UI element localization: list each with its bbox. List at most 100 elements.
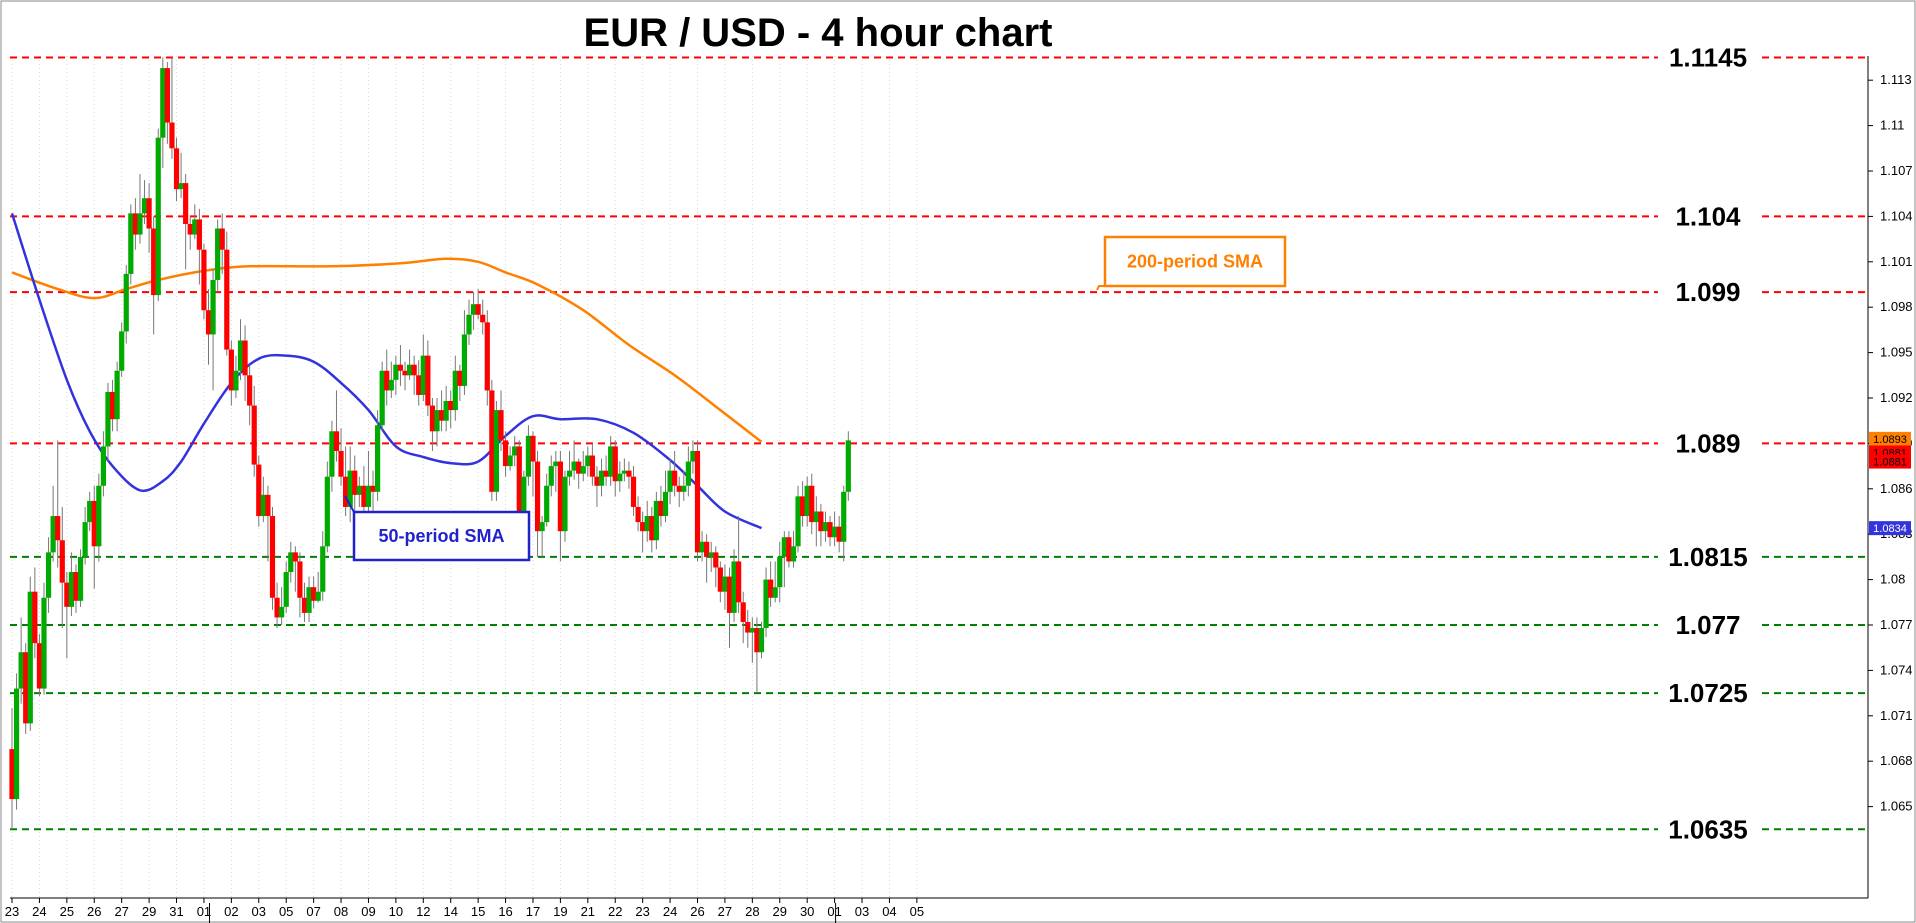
candle-down [480, 299, 486, 335]
candle-up [749, 617, 755, 663]
candle-down [187, 216, 193, 250]
candle-up [758, 621, 765, 659]
candle-up [283, 561, 289, 613]
candle-up [585, 446, 591, 477]
candle-down [786, 531, 792, 568]
candle-up [320, 531, 326, 601]
x-tick-label: 17 [526, 904, 540, 919]
candle-down [438, 390, 445, 432]
candle-body [352, 470, 358, 495]
candle-body [306, 587, 312, 613]
level-label: 1.077 [1675, 610, 1740, 640]
candle-down [311, 576, 317, 609]
candle-down [384, 349, 390, 406]
candle-up [507, 446, 513, 471]
candle-body [210, 279, 216, 335]
candle-body [685, 461, 691, 486]
candle-body [530, 435, 536, 462]
candle-body [183, 183, 189, 224]
y-tick-label: 1.077 [1880, 617, 1913, 632]
x-tick-label: 25 [60, 904, 74, 919]
candle-down [745, 609, 751, 648]
candle-up [260, 476, 266, 523]
candle-up [493, 401, 500, 501]
candle-body [45, 552, 52, 598]
candle-body [662, 491, 669, 517]
candle-body [457, 370, 463, 386]
candle-down [301, 582, 308, 622]
candle-body [722, 576, 728, 592]
candle-up [434, 398, 440, 447]
candle-body [516, 446, 522, 517]
candle-up [105, 382, 111, 462]
candle-down [676, 476, 682, 507]
candle-body [343, 476, 349, 507]
candle-body [749, 628, 755, 633]
candle-body [617, 473, 623, 482]
x-tick-label: 03 [252, 904, 266, 919]
candle-down [242, 325, 248, 402]
candle-up [27, 576, 33, 731]
candle-body [73, 572, 79, 601]
x-tick-label: 23 [5, 904, 19, 919]
candle-body [233, 370, 239, 391]
candle-body [635, 506, 641, 523]
candle-down [256, 455, 262, 527]
candle-body [676, 485, 682, 492]
candle-body [361, 485, 367, 507]
candle-body [768, 579, 774, 598]
candle-up [96, 473, 102, 562]
candle-up [708, 541, 714, 573]
candle-up [466, 299, 472, 346]
price-tag-bg [1869, 431, 1911, 446]
level-label-bg [1658, 276, 1758, 309]
candle-body [100, 446, 106, 486]
candle-body [589, 455, 595, 477]
candle-down [429, 398, 436, 451]
price-tag-label: 1.0893 [1873, 434, 1907, 446]
candle-body [123, 273, 129, 332]
candle-body [169, 122, 175, 149]
level-label: 1.0635 [1668, 814, 1748, 844]
candle-up [178, 152, 184, 199]
candle-body [132, 213, 138, 235]
candle-up [114, 361, 120, 432]
candle-body [178, 183, 184, 190]
candle-body [416, 375, 422, 395]
candle-body [594, 476, 600, 486]
candle-up [365, 450, 372, 512]
candle-body [726, 576, 733, 613]
candle-body [608, 446, 614, 477]
x-tick-label: 05 [279, 904, 293, 919]
candle-body [708, 552, 714, 557]
candle-up [470, 292, 477, 330]
candle-body [41, 597, 47, 689]
candle-down [425, 340, 431, 417]
candle-up [553, 450, 559, 492]
candle-down [224, 231, 230, 356]
x-tick-label: 29 [773, 904, 787, 919]
candle-body [566, 470, 573, 477]
candle-body [205, 310, 212, 335]
candle-down [352, 455, 358, 512]
candle-body [36, 643, 43, 689]
candle-down [228, 340, 234, 406]
candle-up [544, 473, 550, 527]
candle-down [630, 466, 637, 517]
candle-body [247, 375, 253, 406]
candle-body [192, 219, 198, 235]
candle-body [77, 556, 84, 601]
candle-body [598, 470, 605, 486]
candle-body [114, 370, 120, 420]
candle-up [598, 458, 605, 497]
candle-up [452, 355, 458, 421]
candle-body [804, 485, 810, 517]
candle-body [745, 621, 751, 633]
candle-up [237, 319, 244, 380]
candle-up [155, 128, 161, 302]
annotation-text: 50-period SMA [378, 526, 504, 546]
candle-up [68, 552, 75, 616]
annotations: 200-period SMA 50-period SMA [344, 235, 1287, 562]
candle-down [768, 561, 774, 607]
